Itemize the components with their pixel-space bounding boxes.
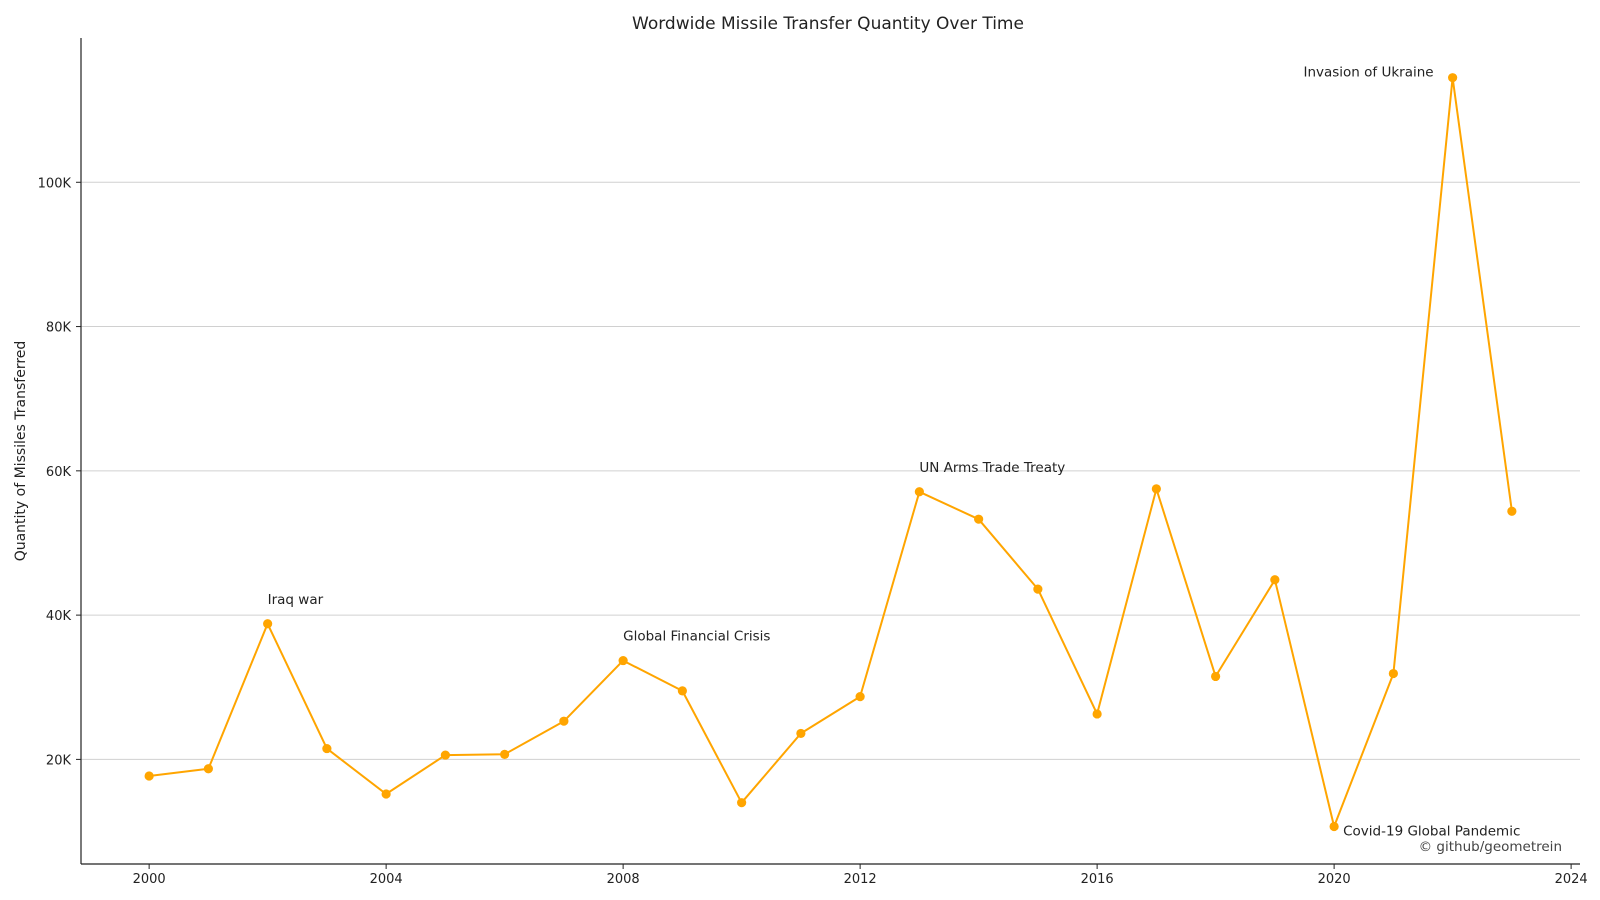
data-point: [618, 655, 628, 666]
data-point: [1329, 821, 1339, 832]
credit-text: © github/geometrein: [1419, 839, 1562, 855]
chart-title: Wordwide Missile Transfer Quantity Over …: [632, 14, 1024, 34]
data-point: [677, 686, 687, 696]
annotation-label: Invasion of Ukraine: [1303, 65, 1433, 81]
annotation-label: UN Arms Trade Treaty: [919, 460, 1065, 476]
gridlines: [81, 181, 1580, 760]
data-point: [1270, 575, 1280, 585]
annotation-label: Iraq war: [268, 592, 324, 608]
x-tick-label: 2000: [133, 872, 166, 887]
y-axis-ticks: 20K 40K 60K 80K 100K: [38, 176, 81, 768]
series-line: [148, 76, 1513, 828]
annotation-label: Covid-19 Global Pandemic: [1343, 823, 1520, 839]
annotations: Iraq war Global Financial Crisis UN Arms T…: [268, 65, 1521, 840]
data-point: [500, 749, 510, 759]
y-tick-label: 60K: [46, 465, 72, 480]
y-tick-label: 20K: [46, 753, 72, 768]
data-point: [1211, 671, 1221, 682]
y-tick-label: 100K: [38, 176, 72, 191]
data-point: [1033, 584, 1043, 594]
x-tick-label: 2024: [1555, 872, 1588, 887]
data-point: [381, 789, 391, 799]
data-point: [1507, 506, 1517, 516]
y-tick-label: 40K: [46, 609, 72, 624]
axes: [80, 38, 1580, 865]
data-point: [737, 798, 747, 808]
data-points: [144, 73, 1517, 832]
data-point: [263, 619, 273, 629]
data-point: [144, 771, 154, 781]
data-point: [559, 716, 569, 726]
data-point: [1092, 709, 1102, 719]
x-tick-label: 2004: [370, 872, 403, 887]
series-line-group: [148, 76, 1513, 828]
data-point: [914, 487, 924, 497]
x-tick-label: 2008: [607, 872, 640, 887]
data-point: [855, 692, 865, 702]
x-axis-ticks: 2000 2004 2008 2012 2016 2020 2024: [133, 864, 1588, 887]
x-tick-label: 2016: [1081, 872, 1114, 887]
data-point: [974, 514, 984, 524]
annotation-label: Global Financial Crisis: [623, 629, 770, 645]
x-tick-label: 2020: [1318, 872, 1351, 887]
data-point: [1448, 73, 1458, 83]
data-point: [322, 743, 332, 754]
data-point: [203, 764, 213, 774]
x-tick-label: 2012: [844, 872, 877, 887]
y-axis-label: Quantity of Missiles Transferred: [13, 341, 29, 562]
data-point: [440, 750, 450, 760]
data-point: [796, 728, 806, 739]
data-point: [1388, 668, 1398, 679]
data-point: [1151, 484, 1161, 494]
y-tick-label: 80K: [46, 321, 72, 336]
